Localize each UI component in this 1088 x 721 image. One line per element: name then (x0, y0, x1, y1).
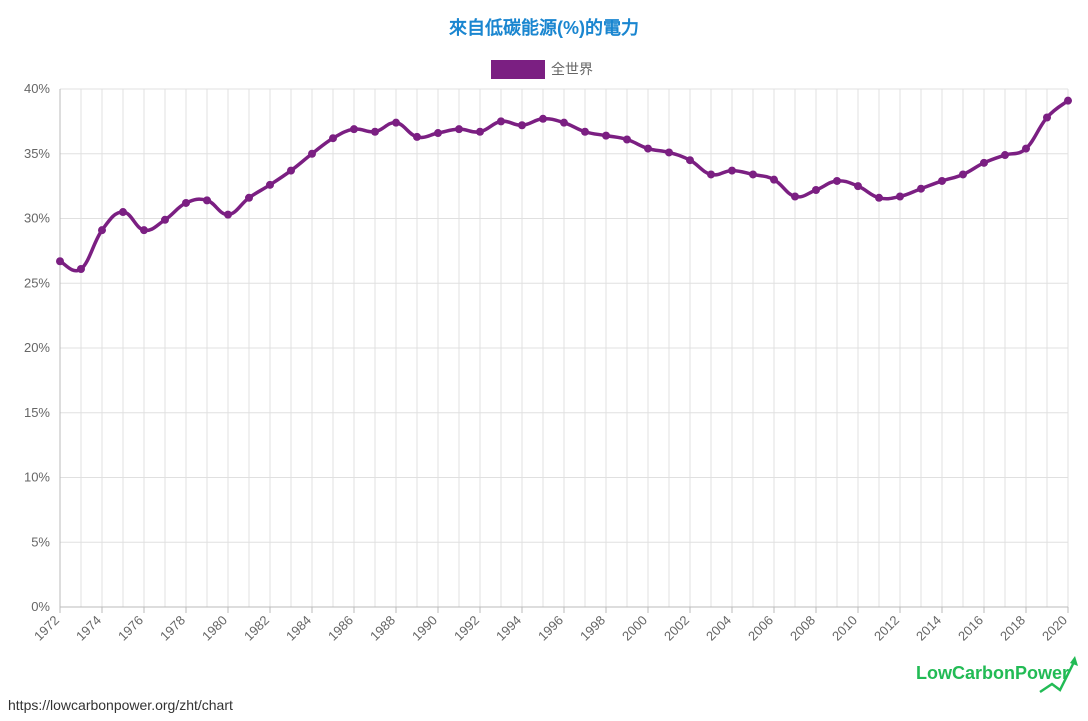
data-point[interactable] (476, 127, 484, 136)
data-point[interactable] (560, 118, 568, 127)
data-point[interactable] (182, 198, 190, 207)
data-point[interactable] (539, 114, 547, 123)
x-tick-label: 2000 (619, 613, 650, 644)
x-tick-label: 1976 (115, 613, 146, 644)
y-tick-label: 15% (24, 405, 50, 420)
data-point[interactable] (728, 166, 736, 175)
data-point[interactable] (455, 125, 463, 134)
x-tick-label: 1978 (157, 613, 188, 644)
data-point[interactable] (791, 192, 799, 201)
data-point[interactable] (392, 118, 400, 127)
x-tick-label: 1998 (577, 613, 608, 644)
chart-title: 來自低碳能源(%)的電力 (449, 17, 639, 38)
data-point[interactable] (119, 208, 127, 217)
data-point[interactable] (770, 175, 778, 184)
data-point[interactable] (497, 117, 505, 126)
x-tick-label: 1996 (535, 613, 566, 644)
x-tick-label: 2018 (997, 613, 1028, 644)
data-point[interactable] (833, 176, 841, 185)
logo: LowCarbonPower (916, 663, 1070, 683)
x-tick-label: 1980 (199, 613, 230, 644)
x-tick-label: 2006 (745, 613, 776, 644)
data-point[interactable] (266, 180, 274, 189)
legend-label: 全世界 (551, 61, 593, 77)
data-point[interactable] (854, 182, 862, 191)
data-point[interactable] (224, 210, 232, 219)
y-tick-label: 0% (31, 599, 50, 614)
x-tick-label: 1992 (451, 613, 482, 644)
data-point[interactable] (644, 144, 652, 153)
data-point[interactable] (938, 176, 946, 185)
data-point[interactable] (371, 127, 379, 136)
legend-swatch (491, 60, 545, 79)
x-tick-label: 1972 (31, 613, 62, 644)
logo-arrow-icon (1039, 656, 1078, 694)
x-tick-label: 2012 (871, 613, 902, 644)
data-point[interactable] (665, 148, 673, 157)
data-point[interactable] (56, 257, 64, 266)
data-point[interactable] (350, 125, 358, 134)
data-point[interactable] (623, 135, 631, 144)
data-point[interactable] (980, 158, 988, 167)
y-tick-label: 25% (24, 275, 50, 290)
data-point[interactable] (1043, 113, 1051, 122)
x-tick-label: 1986 (325, 613, 356, 644)
y-tick-label: 35% (24, 146, 50, 161)
legend[interactable]: 全世界 (491, 60, 593, 79)
data-point[interactable] (140, 226, 148, 235)
data-point[interactable] (707, 170, 715, 179)
data-point[interactable] (308, 149, 316, 158)
data-point[interactable] (413, 132, 421, 141)
x-tick-label: 2004 (703, 613, 734, 644)
y-tick-label: 5% (31, 534, 50, 549)
data-point[interactable] (1064, 96, 1072, 105)
x-tick-label: 1982 (241, 613, 272, 644)
data-point[interactable] (161, 215, 169, 224)
data-point[interactable] (812, 186, 820, 195)
data-point[interactable] (203, 196, 211, 205)
y-tick-label: 30% (24, 211, 50, 226)
data-point[interactable] (518, 121, 526, 130)
data-point[interactable] (749, 170, 757, 179)
data-point[interactable] (1022, 144, 1030, 153)
x-tick-label: 2020 (1039, 613, 1070, 644)
x-tick-label: 2008 (787, 613, 818, 644)
data-point[interactable] (287, 166, 295, 175)
data-point[interactable] (581, 127, 589, 136)
source-url[interactable]: https://lowcarbonpower.org/zht/chart (8, 697, 233, 713)
data-point[interactable] (77, 265, 85, 274)
data-point[interactable] (917, 184, 925, 193)
data-point[interactable] (875, 193, 883, 202)
data-point[interactable] (896, 192, 904, 201)
data-point[interactable] (245, 193, 253, 202)
x-tick-label: 2014 (913, 613, 944, 644)
x-tick-label: 2010 (829, 613, 860, 644)
data-point[interactable] (329, 134, 337, 143)
y-tick-label: 40% (24, 81, 50, 96)
x-tick-label: 2016 (955, 613, 986, 644)
data-point[interactable] (98, 226, 106, 235)
data-point[interactable] (686, 156, 694, 165)
x-tick-label: 2002 (661, 613, 692, 644)
y-tick-label: 20% (24, 340, 50, 355)
data-point[interactable] (602, 131, 610, 140)
data-point[interactable] (959, 170, 967, 179)
x-tick-label: 1974 (73, 613, 104, 644)
x-axis: 1972 1974 1976 1978 1980 1982 1984 1986 1988 1990… (31, 607, 1070, 644)
x-tick-label: 1984 (283, 613, 314, 644)
data-point[interactable] (1001, 151, 1009, 160)
x-tick-label: 1994 (493, 613, 524, 644)
y-axis: 0% 5% 10% 15% 20% 25% 30% 35% 40% (24, 81, 50, 614)
series-group (56, 96, 1072, 274)
grid (59, 88, 1069, 608)
x-tick-label: 1990 (409, 613, 440, 644)
x-tick-label: 1988 (367, 613, 398, 644)
y-tick-label: 10% (24, 470, 50, 485)
data-point[interactable] (434, 129, 442, 138)
